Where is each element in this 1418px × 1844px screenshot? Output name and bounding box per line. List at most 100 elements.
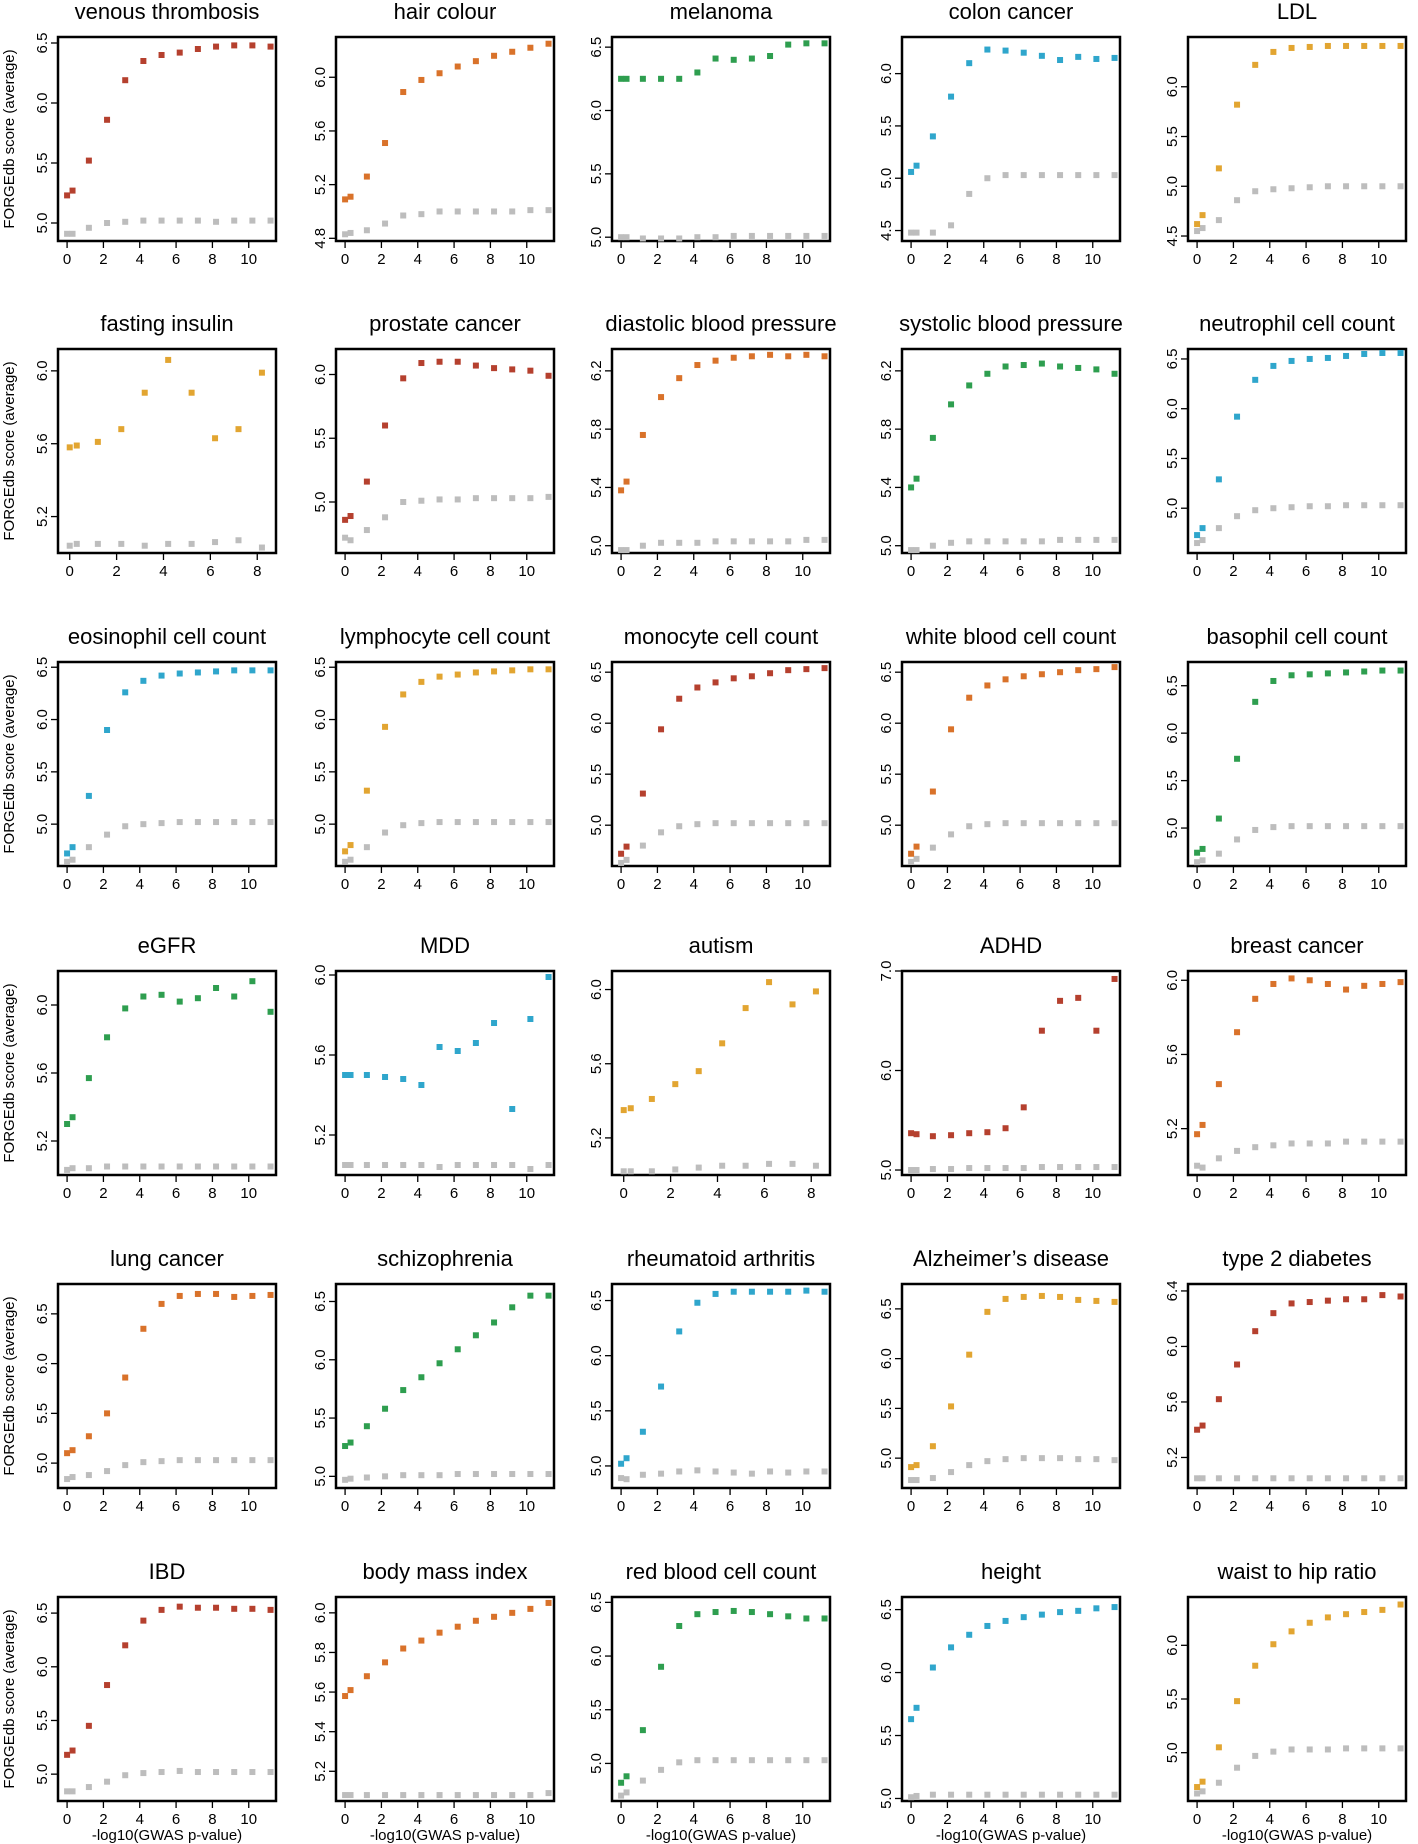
- trait-point: [104, 1682, 111, 1689]
- background-point: [730, 1757, 737, 1764]
- x-tick-label: 10: [1370, 1498, 1387, 1515]
- panel-title: neutrophil cell count: [1199, 311, 1395, 336]
- background-point: [672, 1166, 679, 1173]
- trait-point: [64, 850, 71, 857]
- trait-point: [267, 43, 274, 50]
- trait-point: [748, 673, 755, 680]
- x-tick-label: 8: [208, 1811, 216, 1828]
- y-tick-label: 6.5: [312, 1291, 329, 1312]
- background-point: [929, 229, 936, 236]
- background-point: [347, 537, 354, 544]
- y-tick-label: 5.0: [34, 213, 51, 234]
- background-point: [382, 829, 389, 836]
- y-tick-label: 6.0: [1164, 398, 1181, 419]
- background-point: [1075, 172, 1082, 179]
- background-point: [509, 1471, 516, 1478]
- background-point: [140, 1770, 147, 1777]
- trait-point: [231, 1605, 238, 1612]
- background-point: [194, 1769, 201, 1776]
- trait-point: [472, 1040, 479, 1046]
- y-tick-label: 5.5: [312, 1408, 329, 1429]
- trait-point: [213, 1290, 220, 1297]
- background-point: [984, 821, 991, 828]
- background-point: [194, 217, 201, 224]
- background-point: [69, 1788, 76, 1795]
- background-point: [1075, 820, 1082, 827]
- background-point: [1093, 172, 1100, 179]
- trait-point: [249, 978, 256, 985]
- background-point: [69, 856, 76, 863]
- background-point: [363, 1792, 370, 1799]
- background-point: [1194, 859, 1201, 866]
- background-point: [908, 1477, 915, 1484]
- y-tick-label: 5.5: [588, 764, 605, 785]
- background-point: [948, 539, 955, 546]
- background-point: [231, 819, 238, 826]
- trait-point: [527, 1292, 534, 1299]
- background-point: [618, 1792, 625, 1799]
- background-point: [400, 499, 407, 505]
- x-tick-label: 4: [1266, 876, 1274, 893]
- background-point: [118, 540, 125, 547]
- y-tick-label: 6.5: [34, 1303, 51, 1324]
- background-point: [966, 1462, 973, 1469]
- background-point: [104, 1163, 111, 1170]
- background-point: [929, 1166, 936, 1173]
- background-point: [382, 1473, 389, 1480]
- trait-point: [948, 1644, 955, 1651]
- background-point: [1379, 1475, 1386, 1482]
- x-tick-label: 8: [1052, 563, 1060, 580]
- y-tick-label: 5.0: [588, 1456, 605, 1477]
- trait-point: [712, 55, 719, 62]
- x-tick-label: 0: [1193, 876, 1201, 893]
- background-point: [658, 539, 665, 546]
- panel-29: waist to hip ratio 0 2 4 6 8 10 5.0 5.5 6.0 -log10…: [1164, 1559, 1408, 1844]
- x-tick-label: 8: [208, 876, 216, 893]
- y-tick-label: 5.0: [1164, 498, 1181, 519]
- trait-point: [122, 689, 129, 696]
- x-tick-label: 8: [762, 251, 770, 268]
- y-tick-label: 6.0: [1164, 1635, 1181, 1656]
- trait-point: [1270, 677, 1277, 684]
- y-tick-label: 5.6: [312, 1682, 329, 1703]
- background-point: [509, 1162, 516, 1168]
- y-tick-label: 5.5: [1164, 770, 1181, 791]
- x-axis-label: -log10(GWAS p-value): [92, 1827, 242, 1844]
- background-point: [1111, 172, 1118, 179]
- x-tick-label: 8: [1338, 563, 1346, 580]
- background-point: [491, 1162, 498, 1168]
- trait-point: [929, 1443, 936, 1450]
- background-point: [342, 231, 349, 238]
- trait-point: [436, 673, 443, 680]
- background-point: [712, 538, 719, 545]
- trait-point: [1194, 532, 1201, 539]
- y-tick-label: 5.0: [588, 535, 605, 556]
- plot-frame: [56, 35, 278, 243]
- trait-point: [821, 353, 828, 360]
- background-point: [400, 1472, 407, 1479]
- trait-point: [1306, 1619, 1313, 1626]
- background-point: [821, 1757, 828, 1764]
- background-point: [658, 235, 665, 242]
- x-tick-label: 0: [63, 1498, 71, 1515]
- background-point: [158, 1458, 165, 1465]
- trait-point: [618, 850, 625, 857]
- trait-point: [509, 1106, 516, 1112]
- trait-point: [454, 671, 461, 678]
- background-point: [1343, 502, 1350, 509]
- background-point: [767, 232, 774, 239]
- trait-point: [1199, 1778, 1206, 1785]
- background-point: [1199, 1164, 1206, 1171]
- panel-27: red blood cell count 0 2 4 6 8 10 5.0 5.5 6.0 6.5 -…: [588, 1559, 832, 1844]
- background-point: [966, 1165, 973, 1172]
- trait-point: [658, 75, 665, 82]
- trait-point: [1215, 1744, 1222, 1751]
- trait-point: [1215, 1396, 1222, 1403]
- trait-point: [1093, 666, 1100, 673]
- y-tick-label: 5.0: [588, 815, 605, 836]
- trait-point: [1306, 977, 1313, 984]
- x-tick-label: 8: [1338, 251, 1346, 268]
- trait-point: [436, 1360, 443, 1367]
- trait-point: [104, 1034, 111, 1041]
- background-point: [527, 495, 534, 502]
